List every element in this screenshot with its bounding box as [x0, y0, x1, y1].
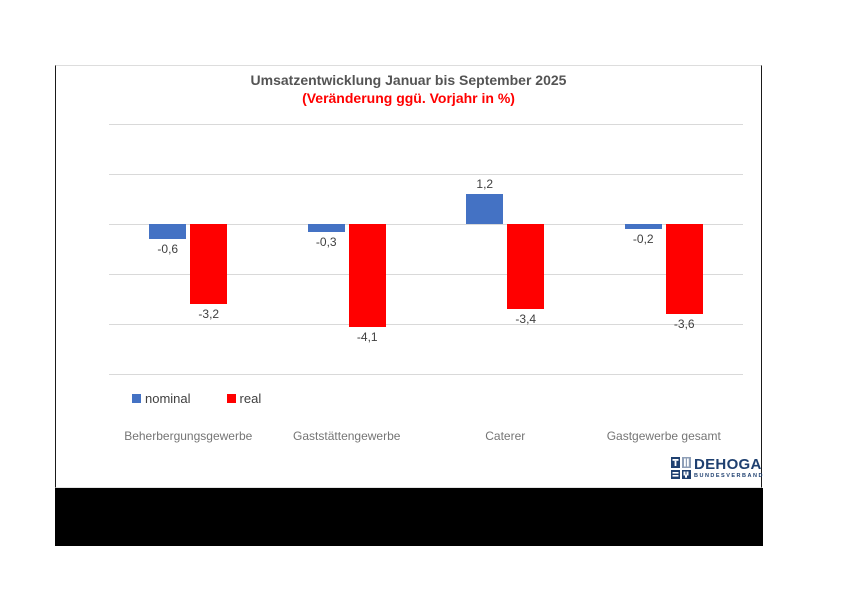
- bar-value-label-real-2: -3,4: [515, 312, 537, 326]
- legend: nominal real: [132, 391, 261, 406]
- dehoga-logo: DEHOGA BUNDESVERBAND: [671, 457, 764, 481]
- gridline: [109, 274, 743, 275]
- chart-title: Umsatzentwicklung Januar bis September 2…: [250, 72, 567, 88]
- bar-value-label-real-0: -3,2: [198, 307, 220, 321]
- gridline: [109, 174, 743, 175]
- chart-panel: Umsatzentwicklung Januar bis September 2…: [55, 65, 762, 488]
- gridline: [109, 324, 743, 325]
- x-axis-label-0: Beherbergungsgewerbe: [124, 429, 253, 443]
- dehoga-logo-text: DEHOGA BUNDESVERBAND: [694, 457, 764, 480]
- bar-nominal-1: [307, 224, 345, 232]
- dehoga-logo-name: DEHOGA: [694, 456, 762, 473]
- bar-nominal-3: [624, 224, 662, 229]
- x-axis-label-3: Gastgewerbe gesamt: [606, 429, 721, 443]
- dehoga-logo-icon: [671, 457, 691, 479]
- chart-subtitle: (Veränderung ggü. Vorjahr in %): [302, 90, 515, 106]
- bar-value-label-nominal-1: -0,3: [315, 234, 337, 249]
- bar-value-label-nominal-2: 1,2: [476, 177, 494, 191]
- x-axis-label-2: Caterer: [485, 429, 526, 443]
- bar-real-1: [348, 224, 386, 327]
- dehoga-logo-subtext: BUNDESVERBAND: [694, 473, 764, 479]
- bar-real-3: [665, 224, 703, 314]
- bar-nominal-2: [466, 194, 504, 224]
- bar-value-label-real-3: -3,6: [673, 317, 695, 331]
- bar-real-2: [507, 224, 545, 309]
- footer-black-bar: [55, 488, 763, 546]
- bar-real-0: [190, 224, 228, 304]
- legend-label-nominal: nominal: [145, 391, 191, 406]
- legend-label-real: real: [239, 391, 262, 406]
- gridline: [109, 374, 743, 375]
- plot-area: -0,6 -0,3 1,2 -0,2 -3,2 -4,1 -3,4 -3,6: [109, 124, 743, 375]
- x-axis-label-1: Gaststättengewerbe: [293, 429, 401, 443]
- bar-value-label-real-1: -4,1: [356, 329, 378, 344]
- bar-nominal-0: [149, 224, 187, 239]
- gridline: [109, 124, 743, 125]
- legend-swatch-real: [226, 394, 236, 403]
- legend-item-nominal: nominal: [132, 391, 191, 406]
- legend-item-real: real: [226, 391, 262, 406]
- gridline-zero: [109, 224, 743, 225]
- x-axis-labels: Beherbergungsgewerbe Gaststättengewerbe Ca…: [109, 429, 743, 443]
- legend-swatch-nominal: [132, 394, 141, 403]
- bar-value-label-nominal-0: -0,6: [157, 242, 179, 256]
- bar-value-label-nominal-3: -0,2: [632, 232, 654, 246]
